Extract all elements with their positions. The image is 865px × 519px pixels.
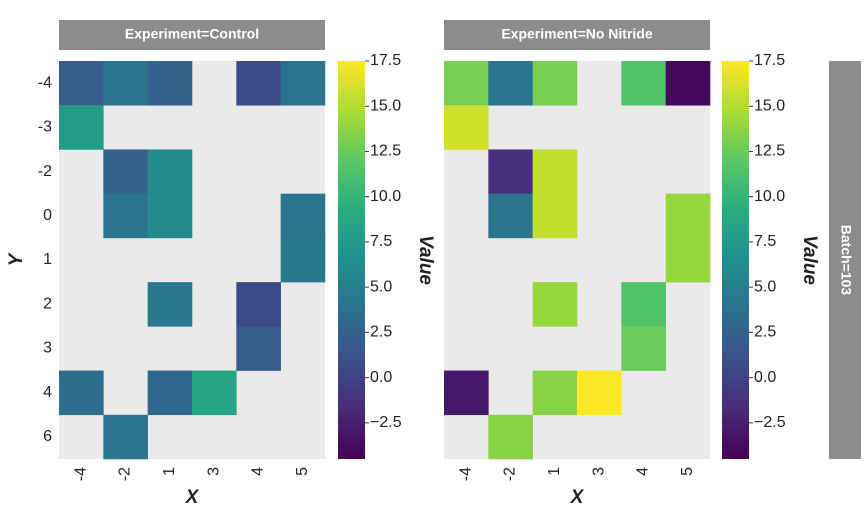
y-tick-label: 3 [43,340,52,357]
colorbar-tick-label: 2.5 [754,324,776,341]
x-tick-label: -4 [72,467,89,481]
cell [59,61,104,106]
cell [59,105,104,150]
colorbar-tick-label: 0.0 [754,369,776,386]
x-tick-label: -2 [117,467,134,481]
y-tick-label: 1 [43,251,52,268]
cell [488,193,533,239]
colorbar-label: Value [799,235,820,285]
cell [147,370,193,416]
x-tick-label: 1 [161,467,178,476]
cell [577,370,622,416]
cell [280,193,326,239]
cell [665,237,711,283]
colorbar-tick-label: 15.0 [754,97,785,114]
x-tick-label: 3 [205,467,222,476]
cell [665,61,711,106]
cell [532,193,578,239]
cell [488,149,533,194]
cell [103,149,148,194]
colorbar [338,61,365,459]
y-tick-label: 4 [43,384,52,401]
cell [621,282,666,327]
x-tick-label: -2 [502,467,519,481]
cell [103,61,148,106]
x-tick-label: 3 [590,467,607,476]
cell [532,149,578,194]
colorbar-tick-label: 7.5 [754,233,776,250]
cell [488,61,533,106]
cell [236,282,281,327]
cell [147,193,193,239]
cell [147,61,193,106]
colorbar-tick-label: 0.0 [370,369,392,386]
cell [488,414,533,460]
colorbar-tick-label: 5.0 [754,278,776,295]
x-tick-label: 4 [250,467,267,476]
cell [59,370,104,416]
cell [192,370,237,416]
colorbar-label: Value [415,235,436,285]
y-tick-label: -2 [38,163,52,180]
colorbar-tick-label: 7.5 [370,233,392,250]
row-label: Batch=103 [838,225,854,296]
colorbar [722,61,749,459]
cell [103,414,148,460]
x-tick-label: 4 [635,467,652,476]
cell [444,61,489,106]
cell [621,61,666,106]
cell [532,370,578,416]
x-axis-label: X [570,487,585,508]
y-tick-label: 6 [43,428,52,445]
cell [147,149,193,194]
colorbar-tick-label: 12.5 [754,143,785,160]
x-tick-label: 5 [679,467,696,476]
colorbar-tick-label: 10.0 [370,188,401,205]
row-strip [829,61,861,459]
colorbar-tick-label: 17.5 [754,52,785,69]
cell [532,61,578,106]
x-axis-label: X [185,487,200,508]
colorbar-tick-label: 17.5 [370,52,401,69]
colorbar-tick-label: −2.5 [754,414,786,431]
panel-title: Experiment=Control [125,26,259,42]
x-tick-label: 1 [546,467,563,476]
y-tick-label: -3 [38,119,52,136]
panel-title: Experiment=No Nitride [501,26,653,42]
y-axis-label: Y [6,251,27,266]
colorbar-tick-label: 2.5 [370,324,392,341]
x-tick-label: 5 [294,467,311,476]
colorbar-tick-label: 5.0 [370,278,392,295]
cell [621,326,666,371]
cell [280,61,326,106]
y-tick-label: -4 [38,74,52,91]
cell [665,193,711,239]
cell [236,326,281,371]
strip [59,20,325,50]
y-tick-label: 0 [43,207,52,224]
cell [444,370,489,416]
x-tick-label: -4 [457,467,474,481]
colorbar-tick-label: 15.0 [370,97,401,114]
strip [444,20,710,50]
colorbar-tick-label: 12.5 [370,143,401,160]
cell [444,105,489,150]
colorbar-tick-label: 10.0 [754,188,785,205]
cell [103,193,148,239]
y-tick-label: 2 [43,295,52,312]
cell [532,282,578,327]
cell [147,282,193,327]
cell [280,237,326,283]
colorbar-tick-label: −2.5 [370,414,402,431]
cell [236,61,281,106]
